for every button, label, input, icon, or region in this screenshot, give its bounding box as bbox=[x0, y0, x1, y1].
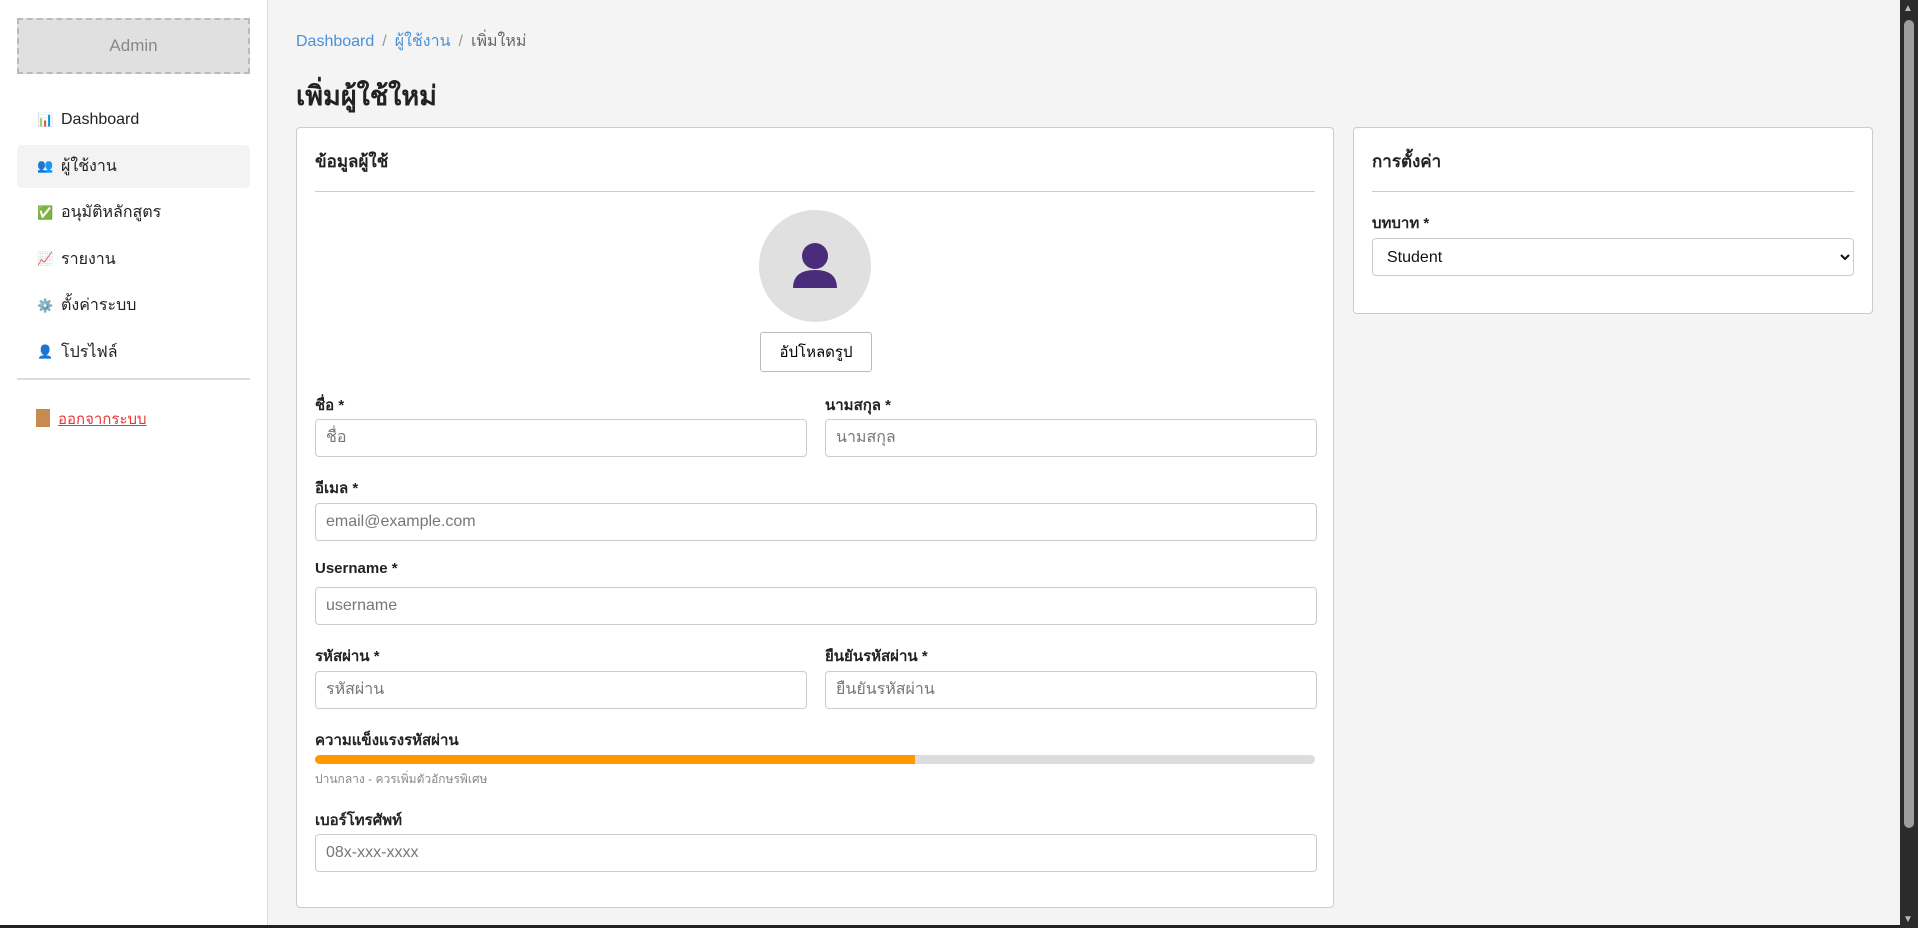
password-strength-bar bbox=[315, 755, 1315, 764]
sidebar-item-label: โปรไฟล์ bbox=[61, 343, 118, 361]
card-title: ข้อมูลผู้ใช้ bbox=[315, 152, 389, 171]
card-title: การตั้งค่า bbox=[1372, 152, 1442, 171]
scrollbar[interactable]: ▲ ▼ bbox=[1900, 0, 1918, 928]
phone-input[interactable] bbox=[315, 834, 1317, 872]
door-icon bbox=[36, 409, 50, 427]
last-name-label: นามสกุล * bbox=[825, 397, 891, 414]
upload-photo-button[interactable]: อัปโหลดรูป bbox=[760, 332, 872, 372]
role-select[interactable]: Student bbox=[1372, 238, 1854, 276]
password-label: รหัสผ่าน * bbox=[315, 648, 380, 665]
sidebar-item-label: ตั้งค่าระบบ bbox=[61, 297, 137, 314]
sidebar-item-5[interactable]: 👤 โปรไฟล์ bbox=[17, 331, 250, 374]
avatar bbox=[759, 210, 871, 322]
sidebar-item-label: ผู้ใช้งาน bbox=[61, 157, 117, 175]
settings-card: การตั้งค่า บทบาท * Student bbox=[1353, 127, 1873, 314]
password-strength-label: ความแข็งแรงรหัสผ่าน bbox=[315, 732, 459, 749]
sidebar-nav: 📊 Dashboard 👥 ผู้ใช้งาน ✅ อนุมัติหลักสูตร 📈 ราย… bbox=[17, 98, 250, 377]
first-name-input[interactable] bbox=[315, 419, 807, 457]
logout-label: ออกจากระบบ bbox=[58, 411, 147, 428]
sidebar-item-1[interactable]: 👥 ผู้ใช้งาน bbox=[17, 144, 250, 188]
line-chart-icon: 📈 bbox=[37, 251, 54, 266]
divider bbox=[17, 378, 250, 380]
confirm-password-input[interactable] bbox=[825, 671, 1317, 709]
password-input[interactable] bbox=[315, 671, 807, 709]
phone-label: เบอร์โทรศัพท์ bbox=[315, 812, 403, 829]
user-info-card: ข้อมูลผู้ใช้ อัปโหลดรูป ชื่อ * นามสกุล *… bbox=[296, 127, 1334, 908]
bottom-edge bbox=[0, 925, 1900, 928]
last-name-input[interactable] bbox=[825, 419, 1317, 457]
logout-link[interactable]: ออกจากระบบ bbox=[36, 407, 147, 431]
breadcrumb-current: เพิ่มใหม่ bbox=[470, 33, 527, 50]
confirm-password-label: ยืนยันรหัสผ่าน * bbox=[825, 648, 928, 665]
password-strength-fill bbox=[315, 755, 915, 764]
users-icon: 👥 bbox=[37, 158, 54, 173]
breadcrumb-dashboard[interactable]: Dashboard bbox=[296, 33, 375, 50]
divider bbox=[315, 191, 1315, 192]
sidebar: Admin 📊 Dashboard 👥 ผู้ใช้งาน ✅ อนุมัติหลักสู… bbox=[0, 0, 268, 928]
password-strength-hint: ปานกลาง - ควรเพิ่มตัวอักษรพิเศษ bbox=[315, 772, 488, 786]
sidebar-item-label: รายงาน bbox=[61, 250, 116, 268]
page-title: เพิ่มผู้ใช้ใหม่ bbox=[296, 81, 437, 111]
email-input[interactable] bbox=[315, 503, 1317, 541]
sidebar-item-3[interactable]: 📈 รายงาน bbox=[17, 238, 250, 281]
breadcrumb-users[interactable]: ผู้ใช้งาน bbox=[394, 33, 451, 50]
scrollbar-thumb[interactable] bbox=[1904, 20, 1914, 828]
sidebar-item-4[interactable]: ⚙️ ตั้งค่าระบบ bbox=[17, 284, 250, 327]
divider bbox=[1372, 191, 1854, 192]
first-name-label: ชื่อ * bbox=[315, 397, 345, 414]
bar-chart-icon: 📊 bbox=[37, 111, 54, 127]
scroll-down-icon[interactable]: ▼ bbox=[1903, 914, 1913, 925]
email-label: อีเมล * bbox=[315, 480, 359, 497]
username-label: Username * bbox=[315, 560, 398, 577]
user-avatar-icon bbox=[793, 243, 837, 288]
sidebar-item-0[interactable]: 📊 Dashboard bbox=[17, 98, 250, 141]
breadcrumb: Dashboard / ผู้ใช้งาน / เพิ่มใหม่ bbox=[296, 33, 527, 50]
scroll-up-icon[interactable]: ▲ bbox=[1903, 3, 1913, 14]
logo: Admin bbox=[17, 18, 250, 74]
username-input[interactable] bbox=[315, 587, 1317, 625]
sidebar-item-2[interactable]: ✅ อนุมัติหลักสูตร bbox=[17, 191, 250, 234]
user-icon: 👤 bbox=[37, 344, 54, 359]
sidebar-item-label: Dashboard bbox=[61, 110, 140, 128]
gear-icon: ⚙️ bbox=[37, 297, 54, 313]
check-box-icon: ✅ bbox=[37, 204, 54, 220]
sidebar-item-label: อนุมัติหลักสูตร bbox=[61, 204, 162, 221]
role-label: บทบาท * bbox=[1372, 215, 1430, 232]
